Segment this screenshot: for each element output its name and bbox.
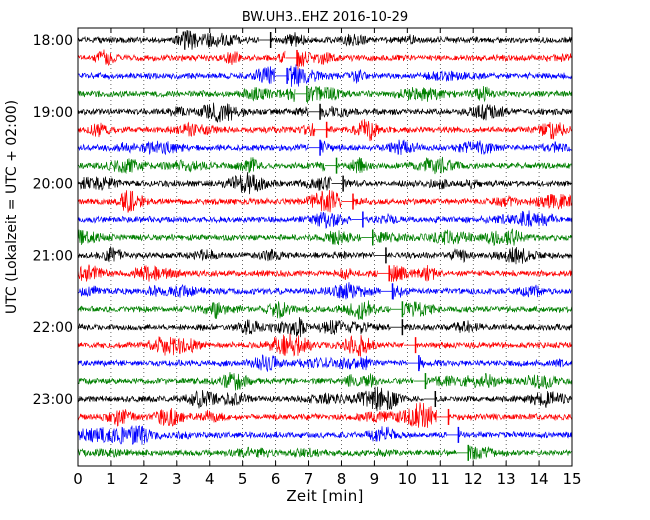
x-tick-label: 1 [106, 470, 116, 488]
trace-row [77, 172, 573, 195]
trace-row [77, 371, 573, 391]
y-tick-label: 19:00 [33, 105, 73, 121]
trace-row [77, 264, 573, 282]
chart-title: BW.UH3..EHZ 2016-10-29 [241, 10, 409, 25]
trace-row [77, 49, 573, 71]
x-axis-ticks: 0 1 2 3 4 5 6 7 8 9 10 11 12 13 14 15 [73, 28, 582, 488]
y-tick-label: 20:00 [33, 177, 73, 193]
y-tick-label: 21:00 [33, 248, 73, 264]
x-tick-label: 11 [431, 470, 450, 488]
x-tick-label: 3 [172, 470, 182, 488]
y-tick-label: 18:00 [33, 33, 73, 49]
trace-row [77, 210, 573, 229]
trace-row [77, 386, 573, 412]
y-axis-ticks: 18:00 19:00 20:00 21:00 22:00 23:00 [33, 33, 572, 408]
trace-row [77, 245, 573, 265]
trace-row [77, 282, 573, 300]
trace-row [77, 333, 573, 358]
x-tick-label: 8 [337, 470, 347, 488]
x-tick-label: 9 [370, 470, 380, 488]
trace-row [77, 30, 573, 51]
x-tick-label: 13 [497, 470, 516, 488]
x-tick-label: 14 [530, 470, 549, 488]
x-tick-label: 15 [562, 470, 581, 488]
trace-row [77, 354, 573, 372]
trace-row [77, 139, 573, 156]
trace-row [77, 64, 573, 87]
x-tick-label: 2 [139, 470, 149, 488]
trace-row [77, 402, 573, 428]
seismic-traces [77, 30, 573, 461]
trace-row [77, 102, 573, 123]
x-tick-label: 4 [205, 470, 215, 488]
x-tick-label: 10 [398, 470, 417, 488]
trace-row [77, 317, 573, 338]
trace-row [77, 190, 573, 213]
trace-row [77, 300, 573, 320]
y-axis-label: UTC (Lokalzeit = UTC + 02:00) [4, 99, 20, 315]
trace-row [77, 228, 573, 247]
x-tick-label: 7 [304, 470, 314, 488]
x-tick-label: 5 [238, 470, 248, 488]
trace-row [77, 445, 573, 460]
trace-row [77, 425, 573, 445]
trace-row [77, 119, 573, 142]
trace-row [77, 85, 573, 104]
trace-row [77, 156, 573, 175]
plot-frame [77, 27, 573, 467]
x-tick-label: 6 [271, 470, 281, 488]
x-tick-label: 0 [73, 470, 83, 488]
x-tick-label: 12 [464, 470, 483, 488]
y-tick-label: 23:00 [33, 392, 73, 408]
x-axis-label: Zeit [min] [286, 487, 364, 505]
y-tick-label: 22:00 [33, 320, 73, 336]
